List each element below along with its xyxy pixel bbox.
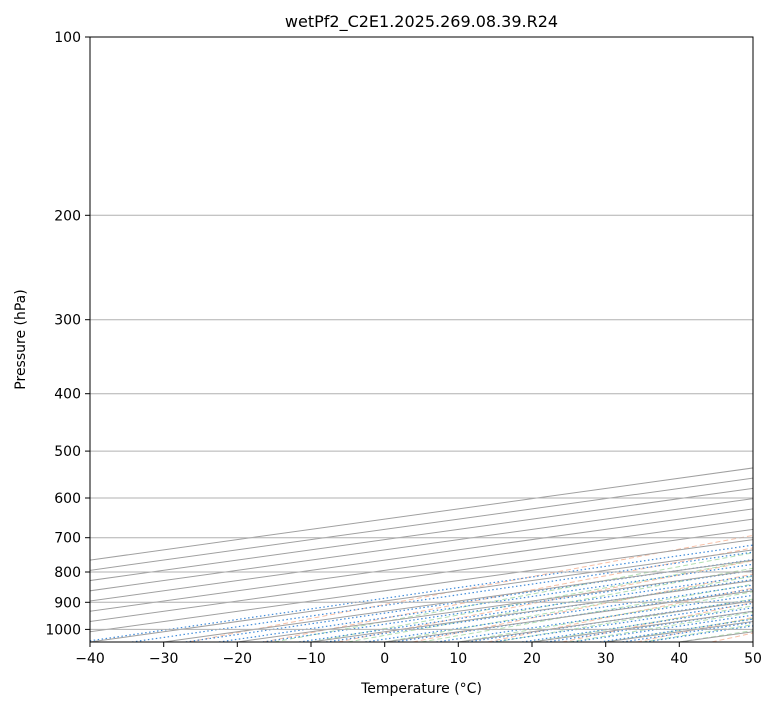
mixing-ratio-line: [522, 607, 753, 642]
y-tick-label: 700: [54, 531, 81, 547]
x-tick-label: −40: [75, 651, 105, 667]
x-tick-label: 50: [744, 651, 762, 667]
y-tick-label: 500: [54, 444, 81, 460]
y-axis-label: Pressure (hPa): [13, 289, 29, 389]
dry-adiabat: [487, 587, 753, 642]
y-tick-label: 800: [54, 565, 81, 581]
dry-adiabat: [263, 547, 753, 642]
y-tick-label: 100: [54, 30, 81, 46]
dry-adiabat: [338, 560, 753, 642]
plot-frame: [89, 36, 754, 643]
y-tick-label: 600: [54, 491, 81, 507]
grid-layer: [90, 37, 753, 642]
mixing-ratio-line: [90, 544, 753, 642]
y-tick-label: 400: [54, 387, 81, 403]
y-tick-label: 200: [54, 208, 81, 224]
x-tick-label: 20: [523, 651, 541, 667]
isotherm-line: [90, 518, 753, 612]
x-tick-label: 0: [380, 651, 389, 667]
x-tick-label: 40: [670, 651, 688, 667]
chart-title: wetPf2_C2E1.2025.269.08.39.R24: [285, 12, 558, 32]
isotherm-line: [90, 467, 753, 561]
isotherm-line: [90, 498, 753, 592]
y-tick-label: 300: [54, 313, 81, 329]
x-tick-label: −30: [149, 651, 179, 667]
x-tick-label: −10: [296, 651, 326, 667]
mixing-ratio-line: [131, 551, 753, 642]
mixing-ratio-line: [492, 602, 753, 642]
x-tick-label: −20: [223, 651, 253, 667]
mixing-ratio-line: [436, 594, 753, 642]
x-tick-label: 10: [449, 651, 467, 667]
x-axis-label: Temperature (°C): [360, 681, 482, 697]
x-tick-label: 30: [597, 651, 615, 667]
isotherm-line: [90, 487, 753, 582]
axis-layer: −40 −30 −20 −10 0 10 20 30 40 50 100 200 300 400 500 60…: [45, 30, 762, 667]
isotherm-line: [90, 477, 753, 571]
y-tick-label: 1000: [45, 622, 81, 638]
isotherm-line: [90, 539, 753, 633]
isotherm-line: [90, 508, 753, 602]
y-tick-label: 900: [54, 595, 81, 611]
isotherm-line: [90, 528, 753, 623]
